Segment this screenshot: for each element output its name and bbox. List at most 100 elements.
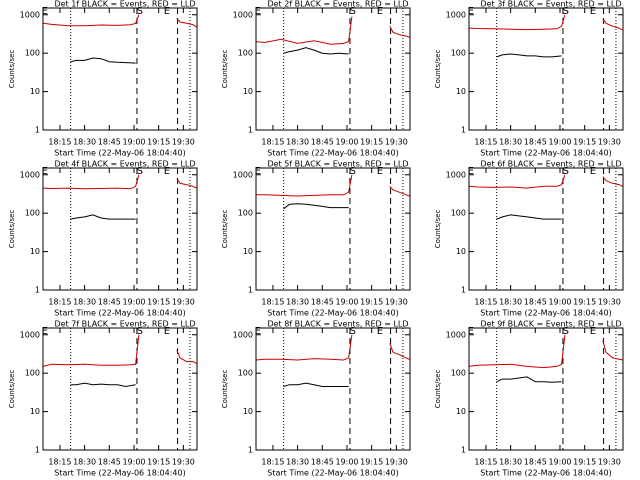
x-tick-label: 18:15 bbox=[261, 298, 284, 307]
x-tick-label: 18:45 bbox=[98, 138, 121, 147]
annotation: E bbox=[164, 326, 170, 337]
x-tick-label: 19:30 bbox=[172, 138, 195, 147]
x-axis-label: Start Time (22-May-06 18:04:40) bbox=[480, 149, 611, 158]
plot-frame bbox=[468, 327, 624, 451]
y-tick-label: 1 bbox=[35, 286, 40, 295]
x-tick-label: 19:00 bbox=[335, 298, 358, 307]
x-tick-label: 19:00 bbox=[548, 298, 571, 307]
panel: Det 8f BLACK = Events, RED = LLD Start Ti… bbox=[221, 320, 411, 478]
y-axis-label: Counts/sec bbox=[221, 370, 229, 409]
x-tick-label: 19:00 bbox=[122, 138, 145, 147]
series-line bbox=[42, 174, 197, 190]
y-tick-label: 10 bbox=[456, 407, 466, 416]
y-tick-label: 100 bbox=[238, 369, 253, 378]
x-tick-label: 18:30 bbox=[73, 138, 96, 147]
x-tick-label: 19:30 bbox=[385, 138, 408, 147]
x-tick-label: 19:15 bbox=[573, 298, 596, 307]
x-tick-label: 19:30 bbox=[598, 298, 621, 307]
y-tick-label: 100 bbox=[451, 209, 466, 218]
x-tick-label: 18:45 bbox=[524, 458, 547, 467]
x-tick-label: 18:30 bbox=[499, 458, 522, 467]
x-tick-label: 18:15 bbox=[261, 138, 284, 147]
y-tick-label: 100 bbox=[25, 49, 40, 58]
annotation: E bbox=[590, 166, 596, 177]
series-line bbox=[70, 57, 136, 64]
y-axis-label: Counts/sec bbox=[434, 370, 442, 409]
chart-title: Det 3f BLACK = Events, RED = LLD bbox=[480, 0, 621, 9]
x-tick-label: 19:30 bbox=[598, 458, 621, 467]
annotation: E bbox=[164, 166, 170, 177]
y-tick-label: 1000 bbox=[20, 10, 40, 19]
y-tick-label: 10 bbox=[243, 247, 253, 256]
x-tick-label: 18:45 bbox=[524, 138, 547, 147]
y-tick-label: 1000 bbox=[446, 10, 466, 19]
x-tick-label: 19:30 bbox=[172, 298, 195, 307]
x-tick-label: 19:15 bbox=[147, 298, 170, 307]
x-tick-label: 19:15 bbox=[573, 138, 596, 147]
plot-frame bbox=[42, 7, 198, 131]
y-tick-label: 10 bbox=[30, 247, 40, 256]
x-tick-label: 19:15 bbox=[360, 298, 383, 307]
panel: Det 2f BLACK = Events, RED = LLD Start Ti… bbox=[221, 0, 411, 158]
y-tick-label: 1000 bbox=[446, 330, 466, 339]
y-tick-label: 1000 bbox=[233, 330, 253, 339]
series-line bbox=[283, 382, 349, 387]
annotation: E bbox=[377, 326, 383, 337]
chart-title: Det 7f BLACK = Events, RED = LLD bbox=[54, 320, 195, 329]
x-tick-label: 18:30 bbox=[286, 138, 309, 147]
y-tick-label: 100 bbox=[451, 369, 466, 378]
x-tick-label: 19:15 bbox=[360, 138, 383, 147]
x-tick-label: 18:15 bbox=[48, 298, 71, 307]
annotation: E bbox=[590, 6, 596, 17]
chart-title: Det 4f BLACK = Events, RED = LLD bbox=[54, 160, 195, 169]
y-tick-label: 1 bbox=[248, 126, 253, 135]
series-line bbox=[496, 214, 562, 220]
plot-frame bbox=[468, 167, 624, 291]
x-tick-label: 19:15 bbox=[573, 458, 596, 467]
y-tick-label: 100 bbox=[238, 209, 253, 218]
y-tick-label: 10 bbox=[456, 247, 466, 256]
x-tick-label: 19:15 bbox=[147, 138, 170, 147]
y-tick-label: 1 bbox=[35, 126, 40, 135]
annotation: S bbox=[563, 166, 569, 177]
y-tick-label: 10 bbox=[243, 87, 253, 96]
series-line bbox=[255, 334, 410, 361]
annotation: E bbox=[255, 6, 261, 17]
y-tick-label: 1000 bbox=[233, 10, 253, 19]
annotation: E bbox=[377, 166, 383, 177]
y-tick-label: 100 bbox=[451, 49, 466, 58]
y-tick-label: 1000 bbox=[233, 170, 253, 179]
y-axis-label: Counts/sec bbox=[8, 210, 16, 249]
y-tick-label: 1 bbox=[461, 286, 466, 295]
y-axis-label: Counts/sec bbox=[221, 50, 229, 89]
x-tick-label: 18:45 bbox=[98, 298, 121, 307]
series-line bbox=[70, 214, 136, 220]
x-axis-label: Start Time (22-May-06 18:04:40) bbox=[480, 469, 611, 478]
y-tick-label: 1 bbox=[461, 126, 466, 135]
x-tick-label: 18:30 bbox=[286, 298, 309, 307]
x-tick-label: 19:00 bbox=[122, 458, 145, 467]
chart-title: Det 8f BLACK = Events, RED = LLD bbox=[267, 320, 408, 329]
panel: Det 7f BLACK = Events, RED = LLD Start Ti… bbox=[8, 320, 198, 478]
x-tick-label: 19:30 bbox=[172, 458, 195, 467]
y-tick-label: 1 bbox=[248, 446, 253, 455]
annotation: E bbox=[255, 326, 261, 337]
chart-title: Det 1f BLACK = Events, RED = LLD bbox=[54, 0, 195, 9]
y-tick-label: 100 bbox=[238, 49, 253, 58]
plot-frame bbox=[468, 7, 624, 131]
series-line bbox=[468, 334, 623, 369]
x-tick-label: 18:45 bbox=[524, 298, 547, 307]
x-tick-label: 18:30 bbox=[73, 458, 96, 467]
annotation: S bbox=[350, 6, 356, 17]
x-tick-label: 19:30 bbox=[385, 298, 408, 307]
x-axis-label: Start Time (22-May-06 18:04:40) bbox=[267, 469, 398, 478]
y-tick-label: 10 bbox=[30, 407, 40, 416]
annotation: E bbox=[377, 6, 383, 17]
x-tick-label: 18:15 bbox=[48, 458, 71, 467]
annotation: S bbox=[563, 326, 569, 337]
x-tick-label: 19:00 bbox=[335, 458, 358, 467]
y-axis-label: Counts/sec bbox=[434, 210, 442, 249]
chart-title: Det 2f BLACK = Events, RED = LLD bbox=[267, 0, 408, 9]
annotation: E bbox=[164, 6, 170, 17]
x-tick-label: 18:30 bbox=[73, 298, 96, 307]
